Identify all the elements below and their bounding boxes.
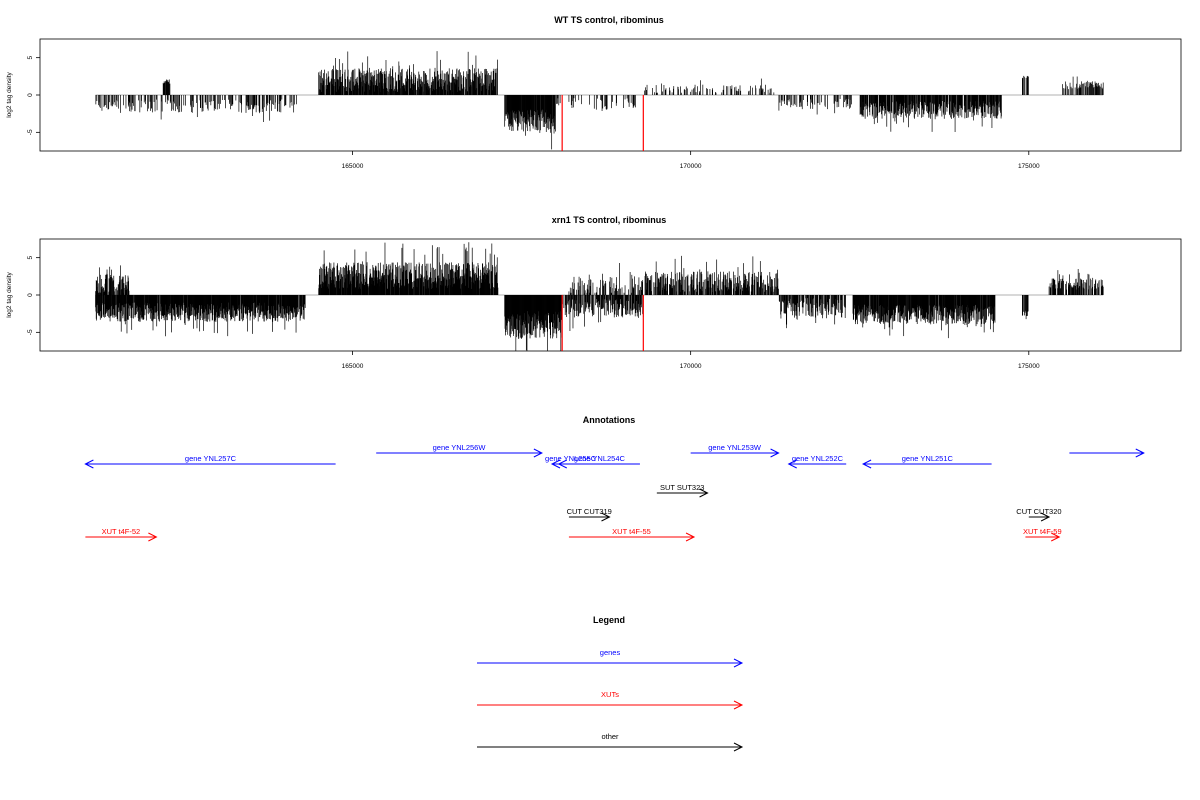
y-tick-label: 0 xyxy=(27,293,34,297)
feature-arrow xyxy=(1028,512,1051,522)
feature-label: XUT t4F-59 xyxy=(1023,527,1062,536)
panel1-ylabel: log2 tag density xyxy=(6,71,13,117)
feature-label: SUT SUT323 xyxy=(660,483,704,492)
bar-series xyxy=(95,51,1104,150)
annotations-title: Annotations xyxy=(583,415,636,425)
feature-label: gene YNL257C xyxy=(185,454,237,463)
feature-label: XUT t4F-52 xyxy=(102,527,141,536)
feature-arrow xyxy=(557,459,640,469)
y-tick-label: 0 xyxy=(27,93,34,97)
feature-label: CUT CUT320 xyxy=(1016,507,1061,516)
panel1-title: WT TS control, ribominus xyxy=(554,15,664,25)
legend-label: genes xyxy=(600,648,621,657)
legend-label: other xyxy=(601,732,619,741)
feature-label: gene YNL251C xyxy=(902,454,954,463)
feature-arrow xyxy=(376,448,543,458)
legend-title: Legend xyxy=(593,615,625,625)
feature-label: gene YNL253W xyxy=(708,443,762,452)
y-tick-label: -5 xyxy=(27,329,34,335)
x-tick-label: 175000 xyxy=(1018,163,1040,170)
feature-label: XUT t4F-55 xyxy=(612,527,651,536)
feature-label: gene YNL252C xyxy=(792,454,844,463)
feature-arrow xyxy=(568,532,696,542)
feature-label: gene YNL256W xyxy=(433,443,487,452)
x-tick-label: 170000 xyxy=(680,363,702,370)
feature-arrow xyxy=(787,459,847,469)
feature-arrow xyxy=(84,459,336,469)
feature-arrow xyxy=(1069,448,1145,458)
x-tick-label: 175000 xyxy=(1018,363,1040,370)
feature-label: CUT CUT319 xyxy=(567,507,612,516)
y-tick-label: -5 xyxy=(27,129,34,135)
feature-arrow xyxy=(85,532,158,542)
feature-arrow xyxy=(1025,532,1061,542)
x-tick-label: 170000 xyxy=(680,163,702,170)
bar-series xyxy=(95,242,1104,351)
panel1-plot: 165000 170000 175000 -5 0 5 xyxy=(27,38,1182,170)
feature-arrow xyxy=(656,488,709,498)
feature-label: gene YNL255C xyxy=(545,454,597,463)
x-tick-label: 165000 xyxy=(342,363,364,370)
legend-arrow xyxy=(477,742,744,752)
legend-arrow xyxy=(477,700,744,710)
y-tick-label: 5 xyxy=(27,255,34,259)
panel2-title: xrn1 TS control, ribominus xyxy=(552,215,667,225)
feature-arrow xyxy=(568,512,611,522)
panel2-ylabel: log2 tag density xyxy=(6,271,13,317)
legend-label: XUTs xyxy=(601,690,619,699)
y-tick-label: 5 xyxy=(27,55,34,59)
x-tick-label: 165000 xyxy=(342,163,364,170)
panel2-plot: 165000 170000 175000 -5 0 5 xyxy=(27,238,1182,370)
feature-label: gene YNL254C xyxy=(574,454,626,463)
feature-arrow xyxy=(690,448,780,458)
legend: genes XUTs other xyxy=(477,648,744,752)
feature-arrow xyxy=(861,459,992,469)
legend-arrow xyxy=(477,658,744,668)
